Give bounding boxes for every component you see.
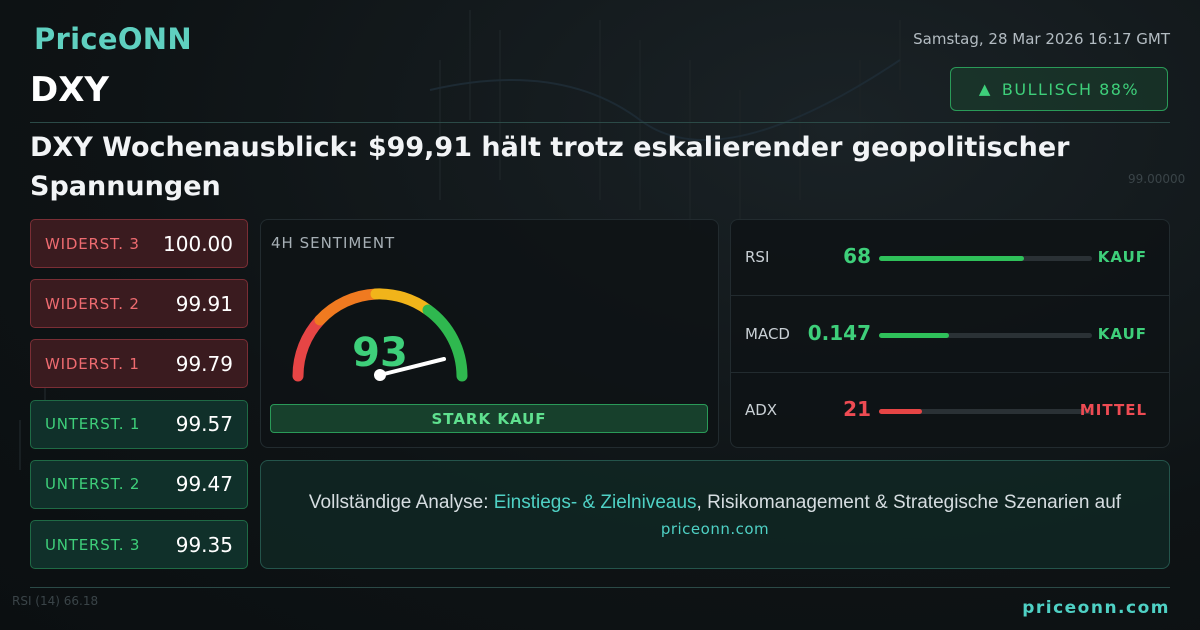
level-value: 100.00 xyxy=(163,231,233,256)
level-box: UNTERST. 1 99.57 xyxy=(30,399,248,449)
headline: DXY Wochenausblick: $99,91 hält trotz es… xyxy=(30,132,1070,202)
indicator-signal: KAUF xyxy=(1097,324,1147,343)
divider xyxy=(30,122,1170,123)
indicator-name: ADX xyxy=(745,401,778,419)
level-box: WIDERST. 2 99.91 xyxy=(30,279,248,329)
level-value: 99.91 xyxy=(175,291,233,316)
indicator-row: ADX 21 MITTEL xyxy=(731,373,1169,449)
cta-url[interactable]: priceonn.com xyxy=(660,520,770,538)
level-label: UNTERST. 2 xyxy=(45,475,141,494)
indicator-row: RSI 68 KAUF xyxy=(731,220,1169,296)
level-value: 99.57 xyxy=(175,412,233,437)
bias-badge: ▲ BULLISCH 88% xyxy=(950,67,1168,111)
bg-indicator-value: 66.18 xyxy=(63,594,99,608)
level-label: WIDERST. 2 xyxy=(45,294,140,313)
level-label: UNTERST. 3 xyxy=(45,535,141,554)
level-box: WIDERST. 1 99.79 xyxy=(30,339,248,389)
gauge-value: 93 xyxy=(352,330,408,376)
symbol: DXY xyxy=(30,70,110,110)
cta-text-after: , Risikomanagement & Strategische Szenar… xyxy=(696,492,1122,513)
level-label: WIDERST. 3 xyxy=(45,234,140,253)
gauge xyxy=(292,288,468,382)
signal-button: STARK KAUF xyxy=(270,404,708,433)
indicator-signal: MITTEL xyxy=(1079,401,1147,419)
indicator-track xyxy=(879,409,1092,414)
indicator-fill xyxy=(879,409,922,414)
level-box: UNTERST. 3 99.35 xyxy=(30,520,248,569)
level-label: WIDERST. 1 xyxy=(45,354,140,373)
level-box: WIDERST. 3 100.00 xyxy=(30,219,248,268)
indicator-fill xyxy=(879,256,1024,261)
indicator-track xyxy=(879,256,1092,261)
logo: PriceONN xyxy=(34,22,192,56)
indicator-value: 21 xyxy=(843,397,871,421)
level-label: UNTERST. 1 xyxy=(45,415,141,434)
level-value: 99.47 xyxy=(175,472,233,497)
indicator-track xyxy=(879,332,1092,338)
row-separator xyxy=(731,295,1169,296)
indicator-name: MACD xyxy=(745,324,790,343)
level-value: 99.35 xyxy=(175,532,233,557)
cta-panel: Vollständige Analyse: Einstiegs- & Zieln… xyxy=(260,460,1170,569)
indicator-value: 68 xyxy=(843,244,871,268)
indicator-signal: KAUF xyxy=(1097,248,1147,266)
indicator-row: MACD 0.147 KAUF xyxy=(731,297,1169,373)
sentiment-label: 4H SENTIMENT xyxy=(271,234,396,252)
bg-indicator-label: RSI (14) 66.18 xyxy=(12,594,98,608)
cta-text: Vollständige Analyse: Einstiegs- & Zieln… xyxy=(261,492,1169,514)
level-box: UNTERST. 2 99.47 xyxy=(30,459,248,509)
indicator-name: RSI xyxy=(745,248,770,266)
bg-axis-label: 99.00000 xyxy=(1128,172,1186,186)
date: Samstag, 28 Mar 2026 16:17 GMT xyxy=(913,30,1170,48)
bg-indicator-name: RSI (14) xyxy=(12,594,60,608)
bias-text: BULLISCH 88% xyxy=(1001,79,1140,99)
row-separator xyxy=(731,372,1169,373)
footer-url[interactable]: priceonn.com xyxy=(1022,598,1170,618)
indicator-fill xyxy=(879,332,950,338)
cta-highlight: Einstiegs- & Zielniveaus xyxy=(493,492,697,513)
footer-divider xyxy=(30,587,1170,588)
indicator-value: 0.147 xyxy=(807,320,871,345)
cta-text-before: Vollständige Analyse: xyxy=(308,492,494,513)
level-value: 99.79 xyxy=(175,351,233,376)
